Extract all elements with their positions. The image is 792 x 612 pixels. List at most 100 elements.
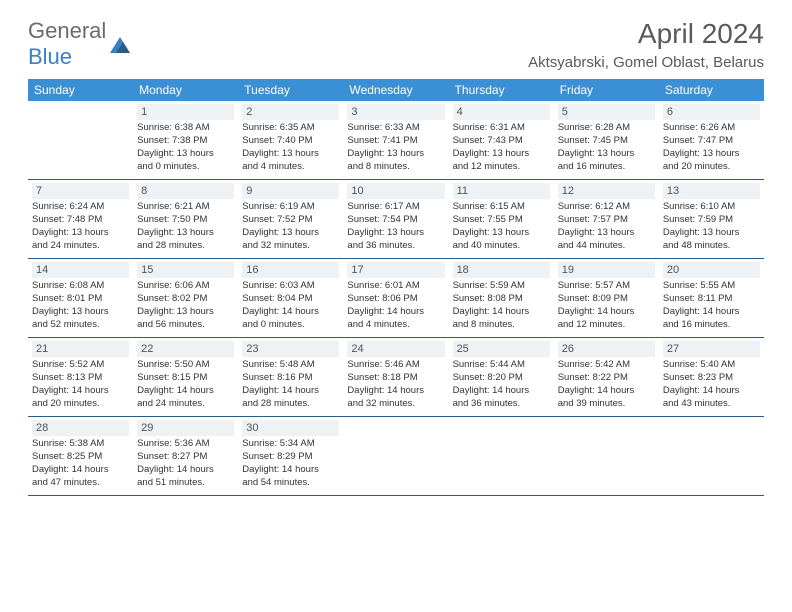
day-info: Sunrise: 6:35 AMSunset: 7:40 PMDaylight:… (242, 122, 339, 173)
day-cell (343, 417, 448, 495)
day-info-line: Sunrise: 6:26 AM (663, 122, 760, 135)
day-info-line: Sunset: 8:27 PM (137, 451, 234, 464)
day-cell: 25Sunrise: 5:44 AMSunset: 8:20 PMDayligh… (449, 338, 554, 416)
day-info-line: and 28 minutes. (242, 398, 339, 411)
day-info-line: Sunset: 8:29 PM (242, 451, 339, 464)
day-info-line: Sunset: 8:23 PM (663, 372, 760, 385)
day-info: Sunrise: 5:50 AMSunset: 8:15 PMDaylight:… (137, 359, 234, 410)
day-info-line: Daylight: 14 hours (137, 385, 234, 398)
day-info-line: Daylight: 14 hours (347, 306, 444, 319)
calendar-page: General Blue April 2024 Aktsyabrski, Gom… (0, 0, 792, 514)
day-info-line: Daylight: 13 hours (453, 227, 550, 240)
day-info: Sunrise: 5:57 AMSunset: 8:09 PMDaylight:… (558, 280, 655, 331)
day-number: 22 (137, 341, 234, 357)
day-number: 25 (453, 341, 550, 357)
day-cell: 9Sunrise: 6:19 AMSunset: 7:52 PMDaylight… (238, 180, 343, 258)
day-info: Sunrise: 6:28 AMSunset: 7:45 PMDaylight:… (558, 122, 655, 173)
day-info-line: and 20 minutes. (663, 161, 760, 174)
day-cell: 8Sunrise: 6:21 AMSunset: 7:50 PMDaylight… (133, 180, 238, 258)
day-info-line: Sunrise: 5:46 AM (347, 359, 444, 372)
day-number: 17 (347, 262, 444, 278)
day-info-line: Sunrise: 5:36 AM (137, 438, 234, 451)
day-info-line: Daylight: 13 hours (242, 227, 339, 240)
day-info: Sunrise: 5:55 AMSunset: 8:11 PMDaylight:… (663, 280, 760, 331)
weekday-header: Wednesday (343, 79, 448, 101)
day-info-line: Daylight: 14 hours (242, 385, 339, 398)
day-info-line: and 12 minutes. (558, 319, 655, 332)
day-number: 21 (32, 341, 129, 357)
day-info-line: Sunrise: 6:06 AM (137, 280, 234, 293)
day-info-line: Sunrise: 5:59 AM (453, 280, 550, 293)
day-info-line: Sunrise: 6:21 AM (137, 201, 234, 214)
day-info-line: Daylight: 14 hours (453, 306, 550, 319)
week-row: 28Sunrise: 5:38 AMSunset: 8:25 PMDayligh… (28, 417, 764, 496)
day-number: 2 (242, 104, 339, 120)
day-info: Sunrise: 5:40 AMSunset: 8:23 PMDaylight:… (663, 359, 760, 410)
day-info-line: Daylight: 14 hours (137, 464, 234, 477)
day-info-line: and 51 minutes. (137, 477, 234, 490)
day-info: Sunrise: 6:21 AMSunset: 7:50 PMDaylight:… (137, 201, 234, 252)
title-block: April 2024 Aktsyabrski, Gomel Oblast, Be… (528, 18, 764, 71)
day-info-line: Daylight: 13 hours (32, 306, 129, 319)
day-info-line: Sunset: 7:43 PM (453, 135, 550, 148)
day-cell: 21Sunrise: 5:52 AMSunset: 8:13 PMDayligh… (28, 338, 133, 416)
day-info-line: Sunrise: 6:08 AM (32, 280, 129, 293)
day-info-line: and 56 minutes. (137, 319, 234, 332)
day-info-line: and 52 minutes. (32, 319, 129, 332)
location-text: Aktsyabrski, Gomel Oblast, Belarus (528, 54, 764, 71)
day-info-line: and 0 minutes. (242, 319, 339, 332)
day-cell: 27Sunrise: 5:40 AMSunset: 8:23 PMDayligh… (659, 338, 764, 416)
day-cell: 24Sunrise: 5:46 AMSunset: 8:18 PMDayligh… (343, 338, 448, 416)
day-number: 26 (558, 341, 655, 357)
day-info-line: Sunset: 7:50 PM (137, 214, 234, 227)
day-info-line: and 28 minutes. (137, 240, 234, 253)
day-cell: 1Sunrise: 6:38 AMSunset: 7:38 PMDaylight… (133, 101, 238, 179)
day-info-line: Daylight: 13 hours (558, 148, 655, 161)
day-info-line: Sunrise: 6:24 AM (32, 201, 129, 214)
day-info: Sunrise: 5:34 AMSunset: 8:29 PMDaylight:… (242, 438, 339, 489)
day-info-line: Sunrise: 6:17 AM (347, 201, 444, 214)
day-info-line: Sunset: 7:48 PM (32, 214, 129, 227)
week-row: 7Sunrise: 6:24 AMSunset: 7:48 PMDaylight… (28, 180, 764, 259)
day-info-line: Daylight: 13 hours (453, 148, 550, 161)
day-info: Sunrise: 6:15 AMSunset: 7:55 PMDaylight:… (453, 201, 550, 252)
day-info: Sunrise: 6:33 AMSunset: 7:41 PMDaylight:… (347, 122, 444, 173)
weeks-container: 1Sunrise: 6:38 AMSunset: 7:38 PMDaylight… (28, 101, 764, 496)
logo-text-general: General (28, 18, 106, 43)
day-info-line: and 8 minutes. (347, 161, 444, 174)
day-cell: 23Sunrise: 5:48 AMSunset: 8:16 PMDayligh… (238, 338, 343, 416)
day-info-line: Sunset: 8:01 PM (32, 293, 129, 306)
day-cell: 11Sunrise: 6:15 AMSunset: 7:55 PMDayligh… (449, 180, 554, 258)
day-info-line: Daylight: 13 hours (242, 148, 339, 161)
logo: General Blue (28, 18, 130, 70)
weekday-header: Tuesday (238, 79, 343, 101)
day-info-line: Sunset: 8:25 PM (32, 451, 129, 464)
day-cell: 18Sunrise: 5:59 AMSunset: 8:08 PMDayligh… (449, 259, 554, 337)
day-info-line: and 16 minutes. (558, 161, 655, 174)
day-info: Sunrise: 6:38 AMSunset: 7:38 PMDaylight:… (137, 122, 234, 173)
day-info-line: Sunset: 8:22 PM (558, 372, 655, 385)
day-cell: 13Sunrise: 6:10 AMSunset: 7:59 PMDayligh… (659, 180, 764, 258)
day-info-line: Daylight: 13 hours (137, 227, 234, 240)
day-info-line: and 32 minutes. (347, 398, 444, 411)
day-info-line: Sunset: 7:52 PM (242, 214, 339, 227)
weekday-header: Thursday (449, 79, 554, 101)
day-info-line: and 0 minutes. (137, 161, 234, 174)
day-info-line: Daylight: 14 hours (242, 306, 339, 319)
day-info-line: Daylight: 14 hours (558, 306, 655, 319)
day-info: Sunrise: 6:26 AMSunset: 7:47 PMDaylight:… (663, 122, 760, 173)
day-number: 16 (242, 262, 339, 278)
day-info-line: Daylight: 14 hours (663, 306, 760, 319)
day-info-line: Daylight: 13 hours (347, 148, 444, 161)
month-title: April 2024 (528, 18, 764, 50)
day-cell: 6Sunrise: 6:26 AMSunset: 7:47 PMDaylight… (659, 101, 764, 179)
day-info: Sunrise: 6:24 AMSunset: 7:48 PMDaylight:… (32, 201, 129, 252)
day-number: 7 (32, 183, 129, 199)
day-cell (449, 417, 554, 495)
day-info-line: Daylight: 13 hours (663, 227, 760, 240)
day-info-line: Sunset: 7:38 PM (137, 135, 234, 148)
logo-triangle-icon (110, 37, 130, 53)
day-info-line: and 24 minutes. (32, 240, 129, 253)
day-info-line: Daylight: 13 hours (663, 148, 760, 161)
day-cell: 5Sunrise: 6:28 AMSunset: 7:45 PMDaylight… (554, 101, 659, 179)
